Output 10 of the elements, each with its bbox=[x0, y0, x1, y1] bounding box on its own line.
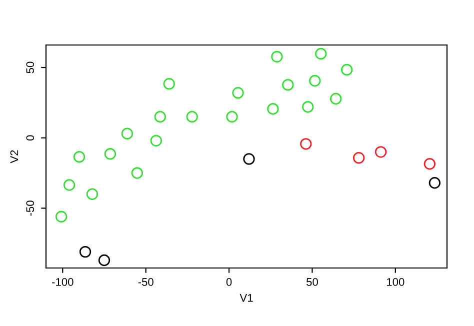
x-tick-label: 50 bbox=[306, 278, 318, 286]
y-axis-title: V2 bbox=[10, 150, 18, 164]
x-tick-label: -50 bbox=[138, 278, 154, 286]
y-tick-label: 0 bbox=[26, 135, 34, 141]
y-tick-label: -50 bbox=[26, 200, 34, 216]
y-tick-label: 50 bbox=[26, 62, 34, 74]
x-axis-title: V1 bbox=[240, 294, 253, 302]
x-tick-label: 100 bbox=[387, 278, 404, 286]
x-tick-label: 0 bbox=[226, 278, 232, 286]
x-tick-label: -100 bbox=[52, 278, 74, 286]
